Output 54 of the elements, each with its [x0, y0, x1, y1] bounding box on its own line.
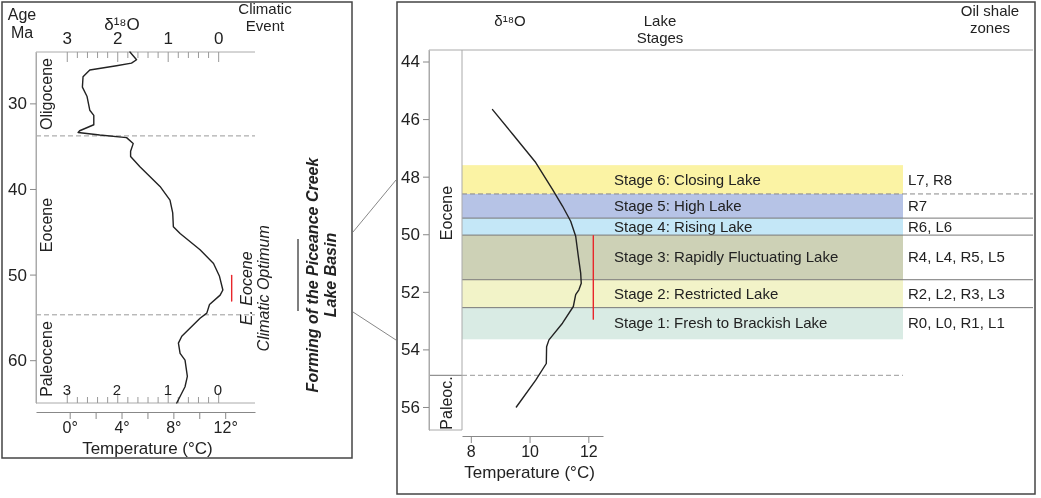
text: R2, L2, R3, L3 — [908, 284, 1005, 302]
line-series — [491, 108, 582, 408]
band-label: Stage 6: Closing Lake — [614, 170, 761, 188]
y-tick-label: 50 — [8, 265, 27, 285]
band-label: Stage 3: Rapidly Fluctuating Lake — [614, 248, 839, 266]
annotation: 3 — [62, 381, 72, 398]
text: R6, L6 — [908, 217, 953, 235]
line-series — [77, 51, 224, 404]
y-tick-label: 30 — [8, 94, 27, 114]
annotation: 2 — [112, 381, 122, 398]
y-tick-label: 52 — [401, 282, 420, 302]
y-tick-label: 40 — [8, 179, 27, 199]
text: Forming of the Piceance Creek Lake Basin — [304, 156, 339, 393]
x-tick-label: 0° — [62, 419, 78, 437]
text: R7 — [908, 197, 928, 215]
x-tick-label: 4° — [114, 419, 130, 437]
x2-tick-label: 2 — [113, 29, 123, 48]
x-axis-title: Temperature (°C) — [82, 439, 213, 458]
annotation: E. Eocene Climatic Optimum — [237, 225, 273, 352]
x-tick-label: 8 — [466, 443, 476, 461]
x2-tick-label: 3 — [62, 29, 73, 48]
x-axis-title: Temperature (°C) — [464, 463, 595, 482]
text: Climatic Event — [238, 0, 293, 34]
text: L7, R8 — [908, 170, 953, 188]
band-label: Stage 1: Fresh to Brackish Lake — [614, 314, 828, 332]
x-tick-label: 8° — [166, 419, 182, 437]
x-tick-label: 10 — [521, 443, 540, 461]
x-tick-label: 12° — [213, 419, 238, 437]
annotation: 1 — [163, 381, 173, 398]
text: Oil shale zones — [960, 2, 1020, 36]
annotation: Eocene — [38, 197, 55, 253]
y-tick-label: 48 — [401, 167, 420, 187]
text: R4, L4, R5, L5 — [908, 248, 1005, 266]
annotation: Oligocene — [38, 57, 55, 131]
y-axis-title: Age Ma — [7, 6, 37, 41]
annotation: 0 — [213, 381, 223, 398]
text: δ¹⁸O — [494, 12, 526, 29]
text: Eocene — [438, 185, 455, 241]
y-tick-label: 44 — [401, 52, 420, 72]
text: R0, L0, R1, L1 — [908, 314, 1005, 332]
y-tick-label: 54 — [401, 340, 420, 360]
y-tick-label: 56 — [401, 397, 420, 417]
band-label: Stage 4: Rising Lake — [614, 217, 753, 235]
text: Paleoc. — [438, 376, 455, 430]
text: Lake Stages — [636, 12, 684, 46]
x-tick-label: 12 — [579, 443, 598, 461]
annotation: Paleocene — [38, 321, 55, 397]
y-tick-label: 46 — [401, 110, 420, 130]
y-tick-label: 60 — [8, 351, 27, 371]
x2-tick-label: 0 — [213, 29, 224, 48]
band-label: Stage 5: High Lake — [614, 197, 742, 215]
x2-tick-label: 1 — [163, 29, 173, 48]
band-label: Stage 2: Restricted Lake — [614, 284, 779, 302]
y-tick-label: 50 — [401, 225, 420, 245]
